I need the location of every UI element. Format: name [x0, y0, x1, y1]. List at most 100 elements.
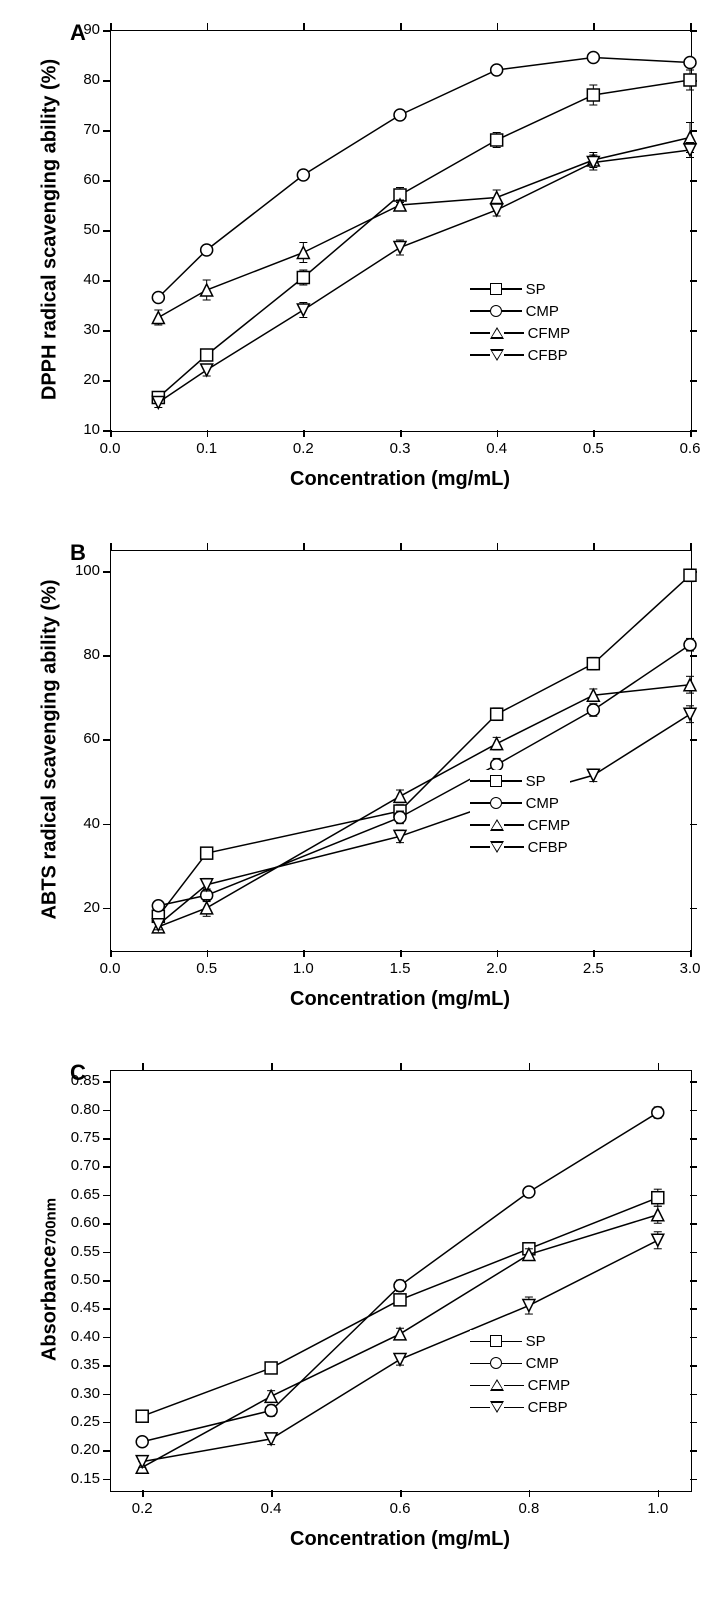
ytick-mark	[103, 739, 110, 741]
legend-line	[470, 354, 490, 356]
legend-row: CMP	[470, 300, 571, 322]
legend-row: CMP	[470, 792, 571, 814]
ytick-mark	[690, 1450, 697, 1452]
legend-line	[502, 1363, 522, 1365]
xtick-mark	[303, 23, 305, 30]
plot-svg	[110, 550, 690, 950]
legend-line	[470, 802, 490, 804]
ytick-mark	[103, 1280, 110, 1282]
ytick-label: 30	[55, 321, 100, 338]
legend: SPCMPCFMPCFBP	[470, 278, 571, 366]
legend-marker-circle	[490, 797, 502, 809]
ytick-mark	[103, 1450, 110, 1452]
xtick-mark	[400, 1063, 402, 1070]
ytick-mark	[103, 1081, 110, 1083]
ytick-mark	[690, 380, 697, 382]
legend-line	[470, 1363, 490, 1365]
legend-marker-tri-up	[490, 819, 504, 831]
legend-label: CFBP	[528, 839, 568, 856]
ytick-label: 40	[55, 271, 100, 288]
xtick-label: 0.4	[477, 440, 517, 457]
legend-label: CMP	[526, 303, 559, 320]
xtick-label: 0.0	[90, 960, 130, 977]
legend-line	[470, 1407, 490, 1409]
ytick-mark	[690, 824, 697, 826]
ytick-label: 0.25	[55, 1413, 100, 1430]
ytick-mark	[103, 330, 110, 332]
xtick-mark	[593, 543, 595, 550]
xtick-mark	[497, 543, 499, 550]
xtick-label: 0.5	[187, 960, 227, 977]
xtick-mark	[400, 950, 402, 957]
xtick-mark	[142, 1490, 144, 1497]
legend-label: CFBP	[528, 347, 568, 364]
ytick-mark	[103, 1110, 110, 1112]
ytick-mark	[690, 908, 697, 910]
ytick-mark	[690, 1081, 697, 1083]
xtick-mark	[271, 1490, 273, 1497]
ytick-mark	[103, 380, 110, 382]
legend-line	[502, 780, 522, 782]
ytick-mark	[690, 1195, 697, 1197]
panel-A: A1020304050607080900.00.10.20.30.40.50.6…	[0, 10, 713, 510]
legend-label: CFMP	[528, 325, 571, 342]
ytick-mark	[103, 1394, 110, 1396]
ytick-mark	[103, 1479, 110, 1481]
xtick-mark	[303, 543, 305, 550]
ytick-mark	[690, 1110, 697, 1112]
plot-svg	[110, 30, 690, 430]
xtick-mark	[529, 1490, 531, 1497]
ytick-label: 0.15	[55, 1470, 100, 1487]
ytick-label: 40	[55, 815, 100, 832]
xtick-mark	[110, 430, 112, 437]
legend-marker-tri-down	[490, 1401, 504, 1413]
legend-row: SP	[470, 1330, 571, 1352]
xtick-mark	[658, 1063, 660, 1070]
ytick-mark	[690, 1337, 697, 1339]
xtick-mark	[400, 430, 402, 437]
legend-line	[504, 824, 524, 826]
xtick-label: 0.6	[670, 440, 710, 457]
legend-line	[504, 1385, 524, 1387]
y-axis-label: Absorbance700nm	[39, 1070, 62, 1490]
legend-line	[470, 332, 490, 334]
ytick-mark	[103, 1166, 110, 1168]
figure-container: A1020304050607080900.00.10.20.30.40.50.6…	[0, 0, 713, 1600]
ytick-mark	[690, 1422, 697, 1424]
xtick-label: 2.0	[477, 960, 517, 977]
xtick-mark	[690, 23, 692, 30]
legend: SPCMPCFMPCFBP	[470, 1330, 571, 1418]
legend-label: SP	[526, 773, 546, 790]
ytick-label: 0.20	[55, 1441, 100, 1458]
ytick-mark	[103, 1252, 110, 1254]
ytick-mark	[103, 130, 110, 132]
xtick-mark	[110, 543, 112, 550]
legend-row: CFMP	[470, 1374, 571, 1396]
xtick-mark	[497, 430, 499, 437]
ytick-mark	[103, 1308, 110, 1310]
ytick-mark	[690, 330, 697, 332]
xtick-mark	[593, 23, 595, 30]
xtick-label: 0.1	[187, 440, 227, 457]
panel-B: B204060801000.00.51.01.52.02.53.0ABTS ra…	[0, 530, 713, 1030]
ytick-mark	[690, 1394, 697, 1396]
xtick-mark	[400, 1490, 402, 1497]
y-axis-label: ABTS radical scavenging ability (%)	[39, 550, 62, 950]
legend-label: CMP	[526, 795, 559, 812]
xtick-label: 0.8	[509, 1500, 549, 1517]
ytick-label: 0.40	[55, 1328, 100, 1345]
legend-row: SP	[470, 770, 571, 792]
xtick-mark	[593, 430, 595, 437]
ytick-mark	[690, 1365, 697, 1367]
ytick-mark	[690, 655, 697, 657]
xtick-label: 2.5	[573, 960, 613, 977]
ytick-label: 90	[55, 21, 100, 38]
xtick-mark	[529, 1063, 531, 1070]
ytick-label: 0.50	[55, 1271, 100, 1288]
ytick-label: 0.80	[55, 1101, 100, 1118]
legend-line	[502, 1341, 522, 1343]
ytick-label: 0.45	[55, 1299, 100, 1316]
legend-label: CFBP	[528, 1399, 568, 1416]
legend-row: CFBP	[470, 836, 571, 858]
legend-line	[470, 288, 490, 290]
